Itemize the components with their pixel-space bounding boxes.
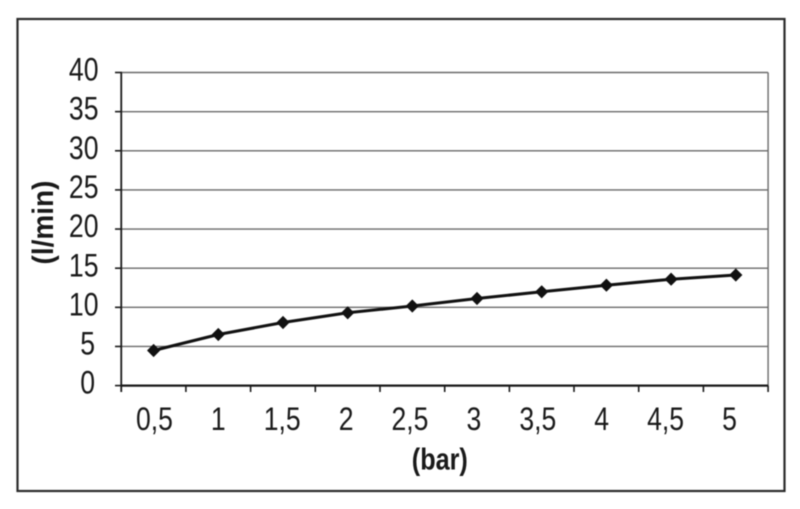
svg-text:10: 10 bbox=[69, 286, 99, 322]
svg-text:2: 2 bbox=[339, 401, 354, 437]
svg-text:2,5: 2,5 bbox=[392, 401, 429, 437]
svg-text:4: 4 bbox=[594, 401, 609, 437]
svg-text:25: 25 bbox=[69, 169, 99, 205]
svg-text:0,5: 0,5 bbox=[136, 401, 173, 437]
svg-text:30: 30 bbox=[69, 130, 99, 166]
svg-text:(bar): (bar) bbox=[412, 441, 468, 476]
svg-text:5: 5 bbox=[722, 401, 737, 437]
svg-text:40: 40 bbox=[69, 52, 99, 88]
svg-text:1,5: 1,5 bbox=[264, 401, 301, 437]
svg-text:3,5: 3,5 bbox=[519, 401, 556, 437]
svg-text:35: 35 bbox=[69, 91, 99, 127]
svg-text:(l/min): (l/min) bbox=[27, 181, 60, 265]
svg-text:4,5: 4,5 bbox=[647, 401, 684, 437]
svg-text:15: 15 bbox=[69, 247, 99, 283]
svg-text:0: 0 bbox=[80, 365, 95, 401]
svg-text:5: 5 bbox=[80, 326, 95, 362]
svg-text:1: 1 bbox=[211, 401, 226, 437]
svg-text:20: 20 bbox=[69, 208, 99, 244]
svg-text:3: 3 bbox=[467, 401, 482, 437]
